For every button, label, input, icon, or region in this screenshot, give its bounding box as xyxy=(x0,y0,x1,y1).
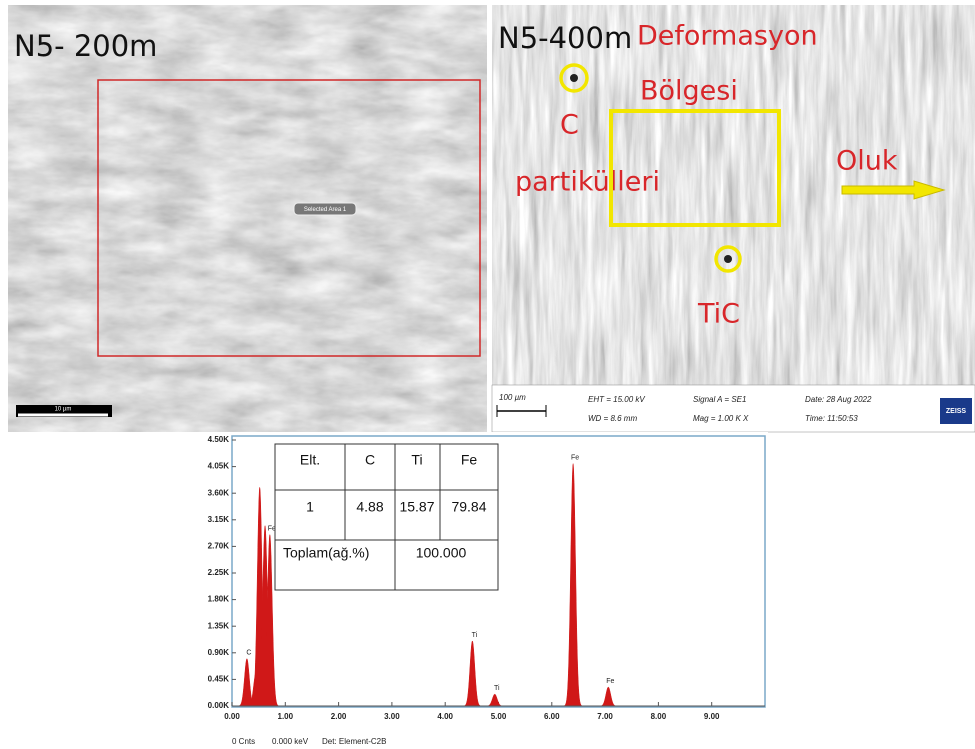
image-label: N5- 200m xyxy=(14,29,157,63)
peak-label: Ti xyxy=(494,685,500,692)
peak-label: C xyxy=(246,650,251,657)
footer: Det: Element-C2B xyxy=(322,737,386,746)
y-tick-label: 0.00K xyxy=(208,701,230,710)
sem-image-left xyxy=(8,5,487,432)
selected-area-box xyxy=(97,79,481,357)
peak xyxy=(563,463,583,707)
info-text: EHT = 15.00 kV xyxy=(588,395,645,404)
footer: 0 Cnts xyxy=(232,737,255,746)
particle xyxy=(724,255,732,263)
x-tick-label: 2.00 xyxy=(331,712,347,721)
info-bar xyxy=(491,384,975,433)
peak-label: Fe xyxy=(606,678,614,685)
peak xyxy=(259,533,280,707)
groove-arrow xyxy=(841,180,946,200)
table-total: 100.000 xyxy=(416,545,467,561)
table-cell: 1 xyxy=(306,499,314,515)
x-tick-label: 6.00 xyxy=(544,712,560,721)
info-text: Mag = 1.00 K X xyxy=(693,414,749,423)
y-tick-label: 0.90K xyxy=(208,648,230,657)
table-header: Ti xyxy=(411,452,422,468)
peak xyxy=(462,640,483,707)
table-header: Elt. xyxy=(300,452,320,468)
x-tick-label: 8.00 xyxy=(651,712,667,721)
x-tick-label: 5.00 xyxy=(491,712,507,721)
annotation: partikülleri xyxy=(515,167,660,198)
table-total-label: Toplam(ağ.%) xyxy=(283,545,369,561)
table-cell: 15.87 xyxy=(399,499,434,515)
annotation: C xyxy=(560,110,579,141)
table-frame xyxy=(274,443,499,591)
table-header: Fe xyxy=(461,452,478,468)
scale-label: 10 µm xyxy=(55,407,72,413)
y-tick-label: 3.15K xyxy=(208,515,230,524)
info-text: 100 µm xyxy=(499,393,526,402)
annotation: Bölgesi xyxy=(640,76,738,107)
sem-image-right xyxy=(492,5,975,385)
particle xyxy=(570,74,578,82)
x-tick-label: 4.00 xyxy=(437,712,453,721)
x-tick-label: 3.00 xyxy=(384,712,400,721)
y-tick-label: 4.50K xyxy=(208,435,230,444)
y-tick-label: 1.80K xyxy=(208,595,230,604)
peak-label: Fe xyxy=(268,525,276,532)
x-tick-label: 7.00 xyxy=(597,712,613,721)
y-tick-label: 2.70K xyxy=(208,542,230,551)
table-cell: 79.84 xyxy=(451,499,486,515)
y-tick-label: 1.35K xyxy=(208,621,230,630)
spectrum: 0.00K 0.45K 0.90K 1.35K 1.80K 2.25K 2.70K 3.15K… xyxy=(208,435,765,721)
info-text: Date: 28 Aug 2022 xyxy=(805,395,872,404)
x-tick-label: 0.00 xyxy=(224,712,240,721)
annotation: Deformasyon xyxy=(637,21,818,52)
particle-circle xyxy=(559,63,589,93)
annotation: Oluk xyxy=(836,146,898,177)
peak-label: Ti xyxy=(472,632,478,639)
region-box xyxy=(609,109,781,227)
y-tick-label: 4.05K xyxy=(208,462,230,471)
selected-area-label: Selected Area 1 xyxy=(304,207,347,213)
y-tick-label: 3.60K xyxy=(208,488,230,497)
x-tick-label: 1.00 xyxy=(278,712,294,721)
brand: ZEISS xyxy=(946,408,967,415)
image-label: N5-400m xyxy=(498,21,632,55)
y-tick-label: 2.25K xyxy=(208,568,230,577)
peak-label: Fe xyxy=(571,454,579,461)
x-tick-label: 9.00 xyxy=(704,712,720,721)
particle-circle xyxy=(714,245,742,273)
info-text: Time: 11:50:53 xyxy=(805,414,858,423)
y-tick-label: 0.45K xyxy=(208,675,230,684)
info-text: WD = 8.6 mm xyxy=(588,414,637,423)
annotation: TiC xyxy=(697,299,740,330)
footer: 0.000 keV xyxy=(272,737,309,746)
table-cell: 4.88 xyxy=(356,499,383,515)
table-header: C xyxy=(365,452,375,468)
selected-area-tag xyxy=(293,202,357,216)
info-text: Signal A = SE1 xyxy=(693,395,746,404)
brand-logo xyxy=(940,398,972,424)
composition-table: Elt. C Ti Fe 1 4.88 15.87 79.84 Toplam(a… xyxy=(274,443,499,591)
